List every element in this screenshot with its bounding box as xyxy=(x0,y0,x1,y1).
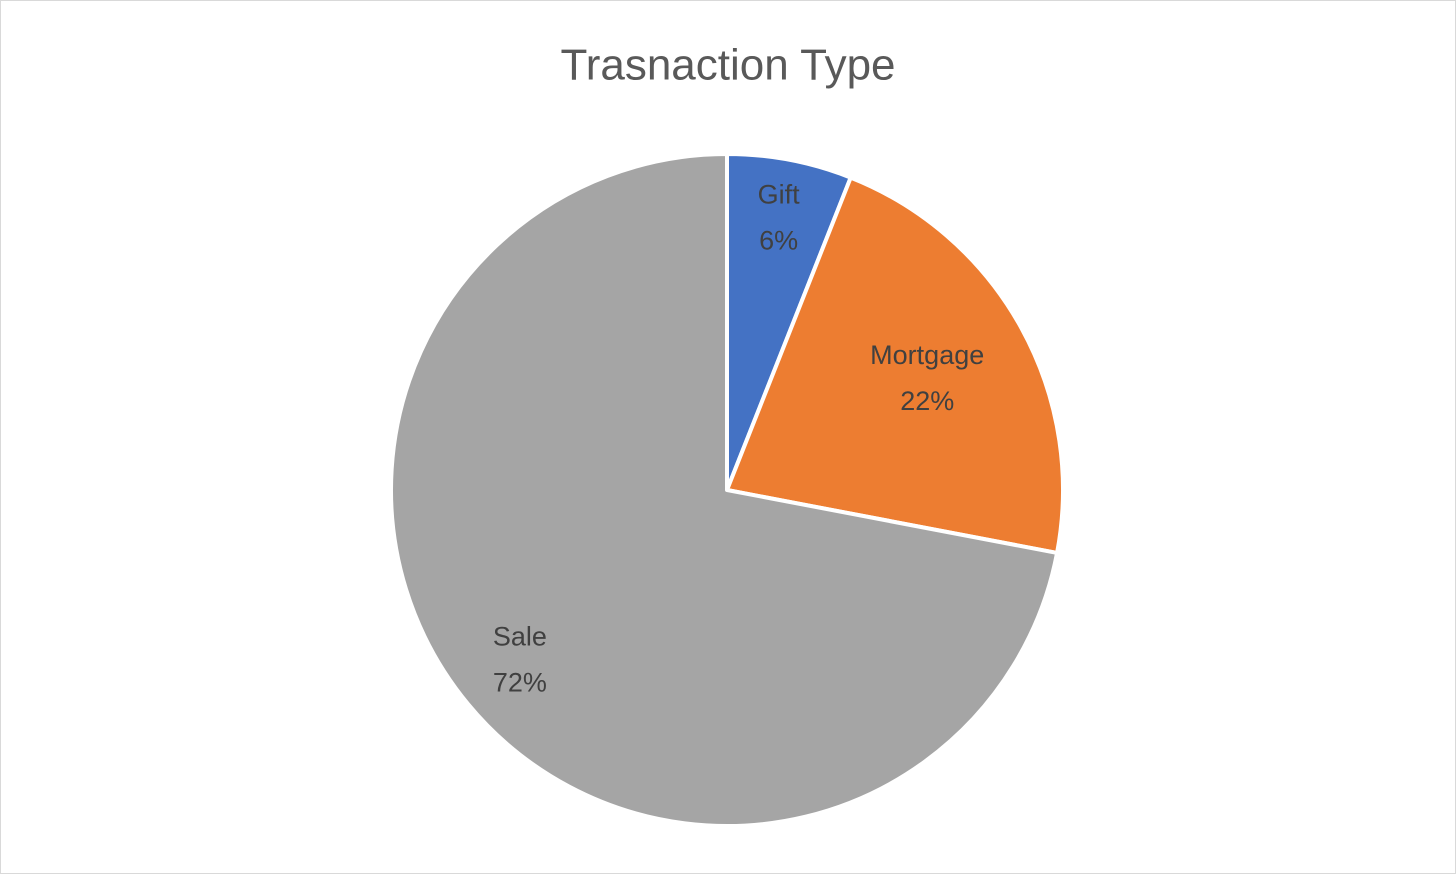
slice-category-label: Sale xyxy=(493,621,547,651)
slice-category-label: Gift xyxy=(758,179,801,209)
pie-slice xyxy=(725,152,853,492)
slice-value-label: 72% xyxy=(493,667,547,697)
pie-slice xyxy=(725,175,1065,555)
slice-value-label: 6% xyxy=(759,225,798,255)
pie-slice xyxy=(389,152,1060,828)
slice-value-label: 22% xyxy=(900,386,954,416)
slice-category-label: Mortgage xyxy=(870,340,984,370)
chart-title: Trasnaction Type xyxy=(560,41,895,90)
